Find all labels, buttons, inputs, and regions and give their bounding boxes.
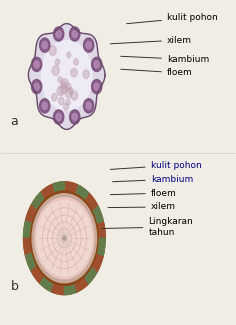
Circle shape xyxy=(94,61,99,68)
Text: a: a xyxy=(11,115,18,128)
Circle shape xyxy=(52,94,57,101)
Circle shape xyxy=(70,110,80,124)
Wedge shape xyxy=(98,221,105,238)
Wedge shape xyxy=(93,205,103,223)
Text: xilem: xilem xyxy=(108,202,176,212)
Circle shape xyxy=(86,102,91,110)
Wedge shape xyxy=(85,267,97,284)
Wedge shape xyxy=(31,267,44,284)
Circle shape xyxy=(92,80,102,94)
Circle shape xyxy=(74,59,78,65)
Circle shape xyxy=(42,102,47,110)
Text: kambium: kambium xyxy=(121,55,209,64)
Text: b: b xyxy=(11,280,19,293)
Circle shape xyxy=(56,113,61,121)
Circle shape xyxy=(34,83,39,90)
Wedge shape xyxy=(98,238,105,256)
Wedge shape xyxy=(75,278,88,292)
Text: kambium: kambium xyxy=(113,175,193,184)
Wedge shape xyxy=(40,185,54,199)
Wedge shape xyxy=(25,205,36,223)
Circle shape xyxy=(65,83,71,91)
Circle shape xyxy=(67,52,71,58)
Circle shape xyxy=(84,99,94,113)
Text: kulit pohon: kulit pohon xyxy=(110,161,201,170)
Text: floem: floem xyxy=(110,188,176,198)
Circle shape xyxy=(63,103,68,110)
Circle shape xyxy=(84,38,94,52)
Polygon shape xyxy=(41,41,92,111)
Circle shape xyxy=(35,198,94,279)
Wedge shape xyxy=(24,238,31,256)
Circle shape xyxy=(63,237,66,240)
Wedge shape xyxy=(75,185,88,199)
Circle shape xyxy=(83,70,89,79)
Circle shape xyxy=(60,84,67,94)
Wedge shape xyxy=(24,221,31,238)
Text: xilem: xilem xyxy=(110,35,192,45)
Circle shape xyxy=(54,27,64,41)
Circle shape xyxy=(49,46,56,56)
Circle shape xyxy=(92,57,102,72)
Circle shape xyxy=(86,42,91,49)
Circle shape xyxy=(32,194,97,283)
Circle shape xyxy=(24,182,105,294)
Circle shape xyxy=(54,110,64,124)
Circle shape xyxy=(56,31,61,38)
Wedge shape xyxy=(64,182,77,192)
Polygon shape xyxy=(28,23,105,129)
Circle shape xyxy=(62,235,67,241)
Circle shape xyxy=(61,82,66,88)
Circle shape xyxy=(72,31,77,38)
Wedge shape xyxy=(85,193,97,210)
Circle shape xyxy=(55,59,60,65)
Circle shape xyxy=(66,99,70,105)
Circle shape xyxy=(61,79,68,89)
Circle shape xyxy=(65,88,72,98)
Circle shape xyxy=(70,27,80,41)
Circle shape xyxy=(58,77,62,83)
Circle shape xyxy=(40,99,50,113)
Text: kulit pohon: kulit pohon xyxy=(126,13,218,24)
Wedge shape xyxy=(93,253,103,271)
Circle shape xyxy=(37,201,92,276)
Circle shape xyxy=(32,57,42,72)
Wedge shape xyxy=(40,278,54,292)
Text: floem: floem xyxy=(121,69,193,77)
Circle shape xyxy=(32,80,42,94)
Wedge shape xyxy=(52,284,64,294)
Text: Lingkaran
tahun: Lingkaran tahun xyxy=(102,217,193,237)
Circle shape xyxy=(94,83,99,90)
Circle shape xyxy=(57,86,64,96)
Wedge shape xyxy=(64,284,77,294)
Circle shape xyxy=(52,66,59,75)
Circle shape xyxy=(42,42,47,49)
Wedge shape xyxy=(31,193,44,210)
Circle shape xyxy=(71,68,77,77)
Circle shape xyxy=(71,91,78,100)
Circle shape xyxy=(34,61,39,68)
Circle shape xyxy=(59,97,64,105)
Wedge shape xyxy=(52,182,64,192)
Circle shape xyxy=(72,113,77,121)
Circle shape xyxy=(68,88,73,94)
Wedge shape xyxy=(25,253,36,271)
Circle shape xyxy=(40,38,50,52)
